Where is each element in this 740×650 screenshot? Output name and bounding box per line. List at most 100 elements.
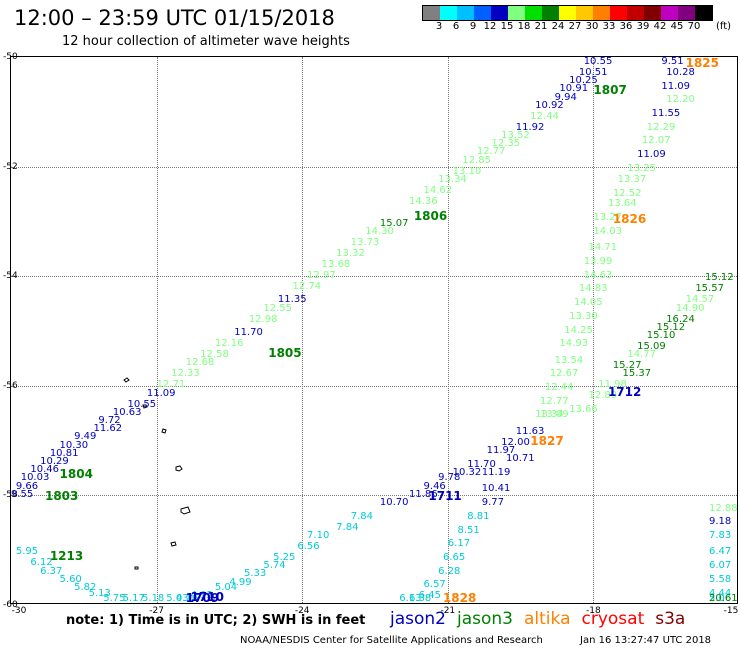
note-text: note: 1) Time is in UTC; 2) SWH is in fe…	[66, 613, 366, 628]
pass-id-label: 1804	[59, 467, 93, 481]
wave-height-label: 13.25	[627, 162, 656, 174]
wave-height-label: 6.12	[30, 557, 53, 569]
wave-height-label: 13.34	[438, 173, 467, 185]
colorbar-tick-label: 70	[687, 21, 701, 32]
wave-height-label: 12.85	[462, 154, 491, 166]
pass-id-label: 1710	[190, 590, 224, 605]
wave-height-label: 13.52	[501, 129, 530, 141]
wave-height-label: 10.81	[49, 447, 79, 459]
wave-height-label: 12.07	[641, 135, 671, 147]
wave-height-label: 6.37	[40, 565, 63, 577]
wave-height-label: 5.82	[74, 582, 97, 594]
wave-height-label: 11.19	[481, 467, 511, 478]
wave-height-label: 10.71	[506, 453, 535, 465]
wave-height-label: 5.95	[15, 546, 39, 558]
wave-height-label: 11.86	[408, 488, 438, 500]
wave-height-label: 7.84	[350, 510, 373, 522]
wave-height-label: 15.12	[656, 321, 686, 333]
pass-id-label: 1828	[442, 591, 477, 605]
colorbar-swatch	[627, 6, 644, 20]
wave-height-label: 9.46	[423, 480, 446, 492]
wave-height-label: 12.71	[156, 379, 186, 391]
wave-height-label: 11.09	[146, 387, 176, 399]
wave-height-label: 12.16	[214, 338, 244, 350]
wave-height-label: 11.97	[486, 445, 516, 457]
wave-height-label: 6.07	[709, 560, 732, 572]
colorbar-swatch	[491, 6, 508, 20]
pass-id-label: 1826	[612, 212, 647, 227]
lat-tick-label: -60	[3, 600, 18, 610]
colorbar-tick-label: 39	[636, 21, 650, 32]
pass-id-label: 1827	[530, 434, 564, 449]
wave-height-label: 12.44	[530, 110, 559, 122]
wave-height-label: 5.04	[214, 582, 238, 594]
wave-height-label: 9.77	[481, 497, 505, 509]
wave-height-label: 14.03	[593, 225, 623, 237]
colorbar-swatch	[593, 6, 610, 20]
wave-height-label: 10.51	[578, 66, 608, 78]
wave-height-label: 12.35	[491, 138, 521, 150]
lon-tick-label: -27	[149, 606, 164, 616]
colorbar-swatch	[440, 6, 457, 20]
colorbar-tick-label: 6	[452, 21, 460, 32]
lon-tick-label: -30	[11, 606, 27, 616]
wave-height-label: 13.27	[593, 212, 623, 224]
wave-height-label: 6.38	[408, 593, 432, 604]
wave-height-label: 5.74	[263, 560, 286, 572]
colorbar-swatch	[678, 6, 695, 20]
grid-line-lat	[11, 495, 737, 497]
wave-height-label: 13.68	[321, 258, 351, 270]
colorbar-tick-label: 45	[670, 21, 684, 32]
wave-height-label: 14.62	[423, 184, 453, 196]
wave-height-label: 10.92	[535, 99, 564, 111]
wave-height-label: 11.09	[637, 149, 666, 161]
wave-height-label: 5.58	[709, 573, 732, 585]
wave-height-label: 4.44	[709, 587, 732, 599]
wave-height-label: 10.30	[59, 439, 89, 451]
wave-height-label: 13.99	[583, 256, 613, 268]
wave-height-label: 10.03	[20, 472, 50, 484]
wave-height-label: 6.47	[709, 546, 732, 558]
wave-height-label: 10.70	[379, 497, 409, 509]
wave-height-label: 14.71	[588, 242, 618, 254]
wave-height-label: 12.89	[588, 390, 618, 402]
wave-height-label: 13.34	[535, 409, 564, 421]
grid-line-lat	[11, 385, 737, 387]
colorbar-tick-label: 42	[653, 21, 667, 32]
grid-line-lon	[302, 57, 304, 603]
grid-line-lat	[11, 276, 737, 278]
wave-height-label: 11.55	[651, 108, 681, 120]
wave-height-label: 6.56	[297, 540, 320, 552]
wave-height-label: 9.49	[74, 431, 97, 443]
wave-height-label: 9.55	[11, 488, 34, 500]
colorbar-tick-label: 33	[602, 21, 616, 32]
lat-tick-label: -52	[3, 161, 18, 172]
wave-height-label: 4.16	[176, 593, 199, 604]
wave-height-label: 6.65	[442, 551, 466, 563]
pass-id-label: 1709	[185, 591, 220, 605]
wave-height-label: 6.13	[399, 593, 422, 604]
wave-height-label: 14.57	[685, 294, 715, 306]
grid-line-lon	[156, 57, 158, 603]
wave-height-label: 9.72	[98, 414, 121, 426]
wave-height-label: 6.45	[418, 590, 441, 602]
wave-height-label: 15.12	[705, 272, 734, 284]
wave-height-label: 11.70	[467, 458, 496, 470]
colorbar-unit: (ft)	[716, 21, 732, 32]
wave-height-label: 13.09	[540, 409, 569, 421]
chart-title: 12:00 – 23:59 UTC 01/15/2018	[14, 6, 335, 30]
wave-height-label: 7.10	[307, 530, 330, 542]
colorbar-ticks: 3 6 9 12 15 18 21 24 27 30 33 36 39 42 45 70	[422, 21, 732, 35]
legend-s3a: s3a	[655, 609, 686, 629]
wave-height-label: 13.66	[569, 403, 598, 415]
wave-height-label: 14.63	[583, 269, 613, 281]
legend-jason3: jason3	[457, 609, 513, 629]
wave-height-label: 10.29	[40, 456, 69, 468]
wave-height-label: 8.81	[467, 510, 490, 522]
wave-height-label: 9.94	[554, 91, 577, 103]
wave-height-label: 12.68	[185, 357, 215, 369]
wave-height-label: 13.32	[336, 247, 365, 259]
wave-height-label: 15.37	[622, 368, 652, 380]
colorbar-tick-label: 18	[517, 21, 531, 32]
colorbar-swatch	[525, 6, 542, 20]
